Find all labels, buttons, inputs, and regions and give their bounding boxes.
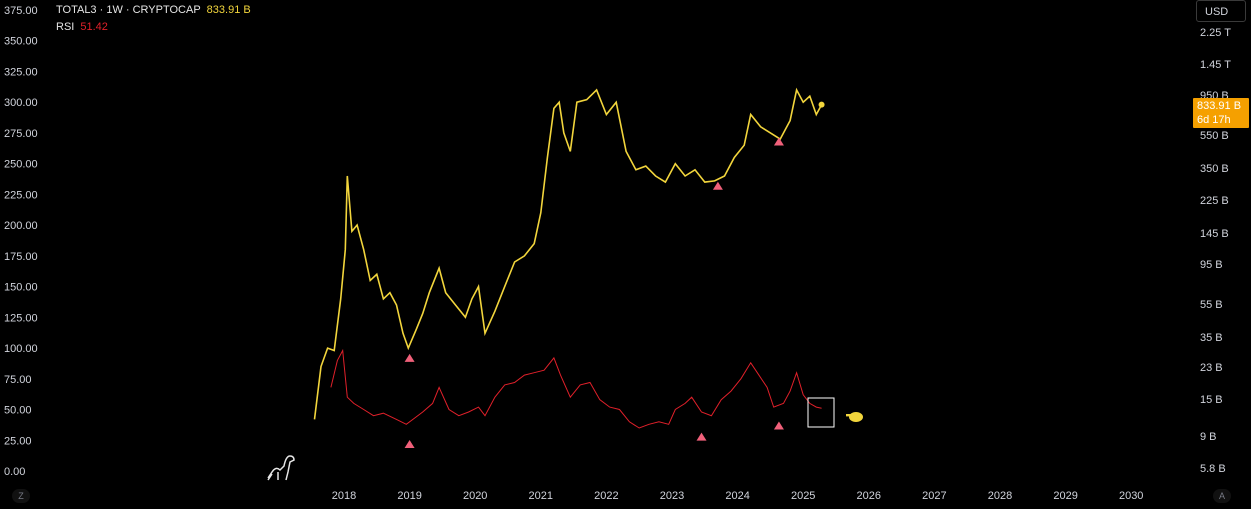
x-axis-tick: 2019 — [397, 490, 421, 502]
left-axis-tick: 100.00 — [4, 343, 38, 355]
current-price-badge: 833.91 B 6d 17h — [1193, 98, 1249, 128]
current-price: 833.91 B — [1197, 100, 1242, 112]
right-axis-tick: 95 B — [1200, 259, 1223, 271]
left-axis-tick: 25.00 — [4, 435, 32, 447]
zoom-button[interactable]: Z — [12, 489, 30, 503]
left-axis-tick: 350.00 — [4, 36, 38, 48]
left-axis-tick: 225.00 — [4, 189, 38, 201]
x-axis-tick: 2018 — [332, 490, 356, 502]
x-axis-tick: 2020 — [463, 490, 487, 502]
up-triangle-marker — [773, 421, 784, 430]
currency-button[interactable]: USD — [1196, 0, 1246, 22]
right-axis-tick: 145 B — [1200, 228, 1229, 240]
left-axis-tick: 275.00 — [4, 128, 38, 140]
left-axis-tick: 175.00 — [4, 251, 38, 263]
left-axis-tick: 300.00 — [4, 97, 38, 109]
left-axis-tick: 325.00 — [4, 66, 38, 78]
dinosaur-logo-icon — [267, 455, 295, 481]
left-axis-tick: 50.00 — [4, 405, 32, 417]
right-axis-tick: 35 B — [1200, 332, 1223, 344]
auto-scale-button[interactable]: A — [1213, 489, 1231, 503]
left-axis-tick: 125.00 — [4, 312, 38, 324]
up-triangle-marker — [404, 353, 415, 362]
left-axis-tick: 150.00 — [4, 282, 38, 294]
left-axis-tick: 375.00 — [4, 5, 38, 17]
bar-countdown: 6d 17h — [1197, 114, 1231, 126]
selection-box[interactable] — [807, 397, 835, 428]
x-axis-tick: 2021 — [529, 490, 553, 502]
hand-pointer-icon — [846, 412, 863, 422]
right-axis-tick: 15 B — [1200, 394, 1223, 406]
right-axis-tick: 5.8 B — [1200, 463, 1226, 475]
right-axis-tick: 225 B — [1200, 195, 1229, 207]
up-triangle-marker — [712, 181, 723, 190]
right-axis-tick: 550 B — [1200, 130, 1229, 142]
symbol-label[interactable]: TOTAL3 · 1W · CRYPTOCAP — [56, 4, 201, 16]
left-axis-tick: 250.00 — [4, 159, 38, 171]
right-axis-tick: 9 B — [1200, 431, 1217, 443]
last-price-dot — [818, 101, 825, 108]
right-axis-tick: 350 B — [1200, 163, 1229, 175]
symbol-value: 833.91 B — [206, 4, 251, 16]
x-axis-tick: 2027 — [922, 490, 946, 502]
left-axis-tick: 200.00 — [4, 220, 38, 232]
x-axis-tick: 2025 — [791, 490, 815, 502]
right-axis-tick: 2.25 T — [1200, 27, 1231, 39]
x-axis-tick: 2026 — [857, 490, 881, 502]
x-axis-tick: 2028 — [988, 490, 1012, 502]
left-axis-tick: 0.00 — [4, 466, 25, 478]
left-axis-tick: 75.00 — [4, 374, 32, 386]
price-series-line — [313, 87, 823, 420]
rsi-series-line — [330, 348, 822, 429]
right-axis-tick: 1.45 T — [1200, 59, 1231, 71]
x-axis-tick: 2030 — [1119, 490, 1143, 502]
x-axis-tick: 2023 — [660, 490, 684, 502]
up-triangle-marker — [696, 432, 707, 441]
up-triangle-marker — [404, 439, 415, 448]
right-axis-tick: 55 B — [1200, 299, 1223, 311]
indicator-label[interactable]: RSI — [56, 21, 75, 33]
x-axis-tick: 2024 — [725, 490, 749, 502]
x-axis-tick: 2029 — [1053, 490, 1077, 502]
right-axis-tick: 23 B — [1200, 362, 1223, 374]
x-axis-tick: 2022 — [594, 490, 618, 502]
chart-legend: TOTAL3 · 1W · CRYPTOCAP 833.91 B RSI 51.42 — [56, 2, 251, 36]
up-triangle-marker — [773, 137, 784, 146]
indicator-value: 51.42 — [80, 21, 108, 33]
